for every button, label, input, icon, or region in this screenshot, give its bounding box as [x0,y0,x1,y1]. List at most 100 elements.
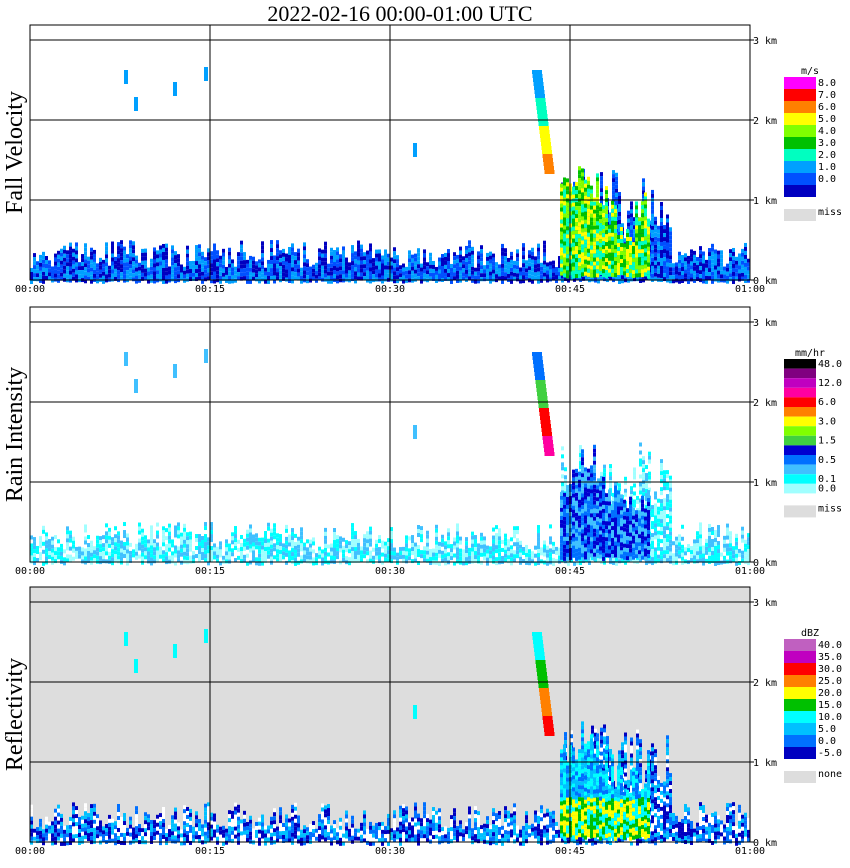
colorbar-swatch [784,675,816,687]
colorbar-label: 4.0 [818,126,836,137]
x-tick-label: 00:15 [195,846,225,857]
colorbar-swatch [784,89,816,101]
colorbar-swatch [784,368,816,379]
grid [30,25,750,280]
colorbar-swatch [784,483,816,494]
colorbar-swatch [784,711,816,723]
colorbar-unit: dBZ [801,628,819,639]
colorbar-label: 30.0 [818,664,842,675]
colorbar-swatch [784,173,816,185]
colorbar-swatch [784,687,816,699]
colorbar-missing [784,771,816,783]
colorbar-label: 7.0 [818,90,836,101]
colorbar-missing-label: miss [818,207,842,218]
colorbar-swatch [784,416,816,427]
y-tick-label: 3 km [753,598,777,609]
x-tick-label: 00:00 [15,566,45,577]
y-tick-label: 1 km [753,758,777,769]
colorbar-swatch [784,407,816,417]
grid [30,587,750,842]
x-tick-label: 00:15 [195,566,225,577]
colorbar-label: 2.0 [818,150,836,161]
x-tick-label: 00:30 [375,566,405,577]
colorbar-label: 3.0 [818,416,836,427]
x-tick-label: 01:00 [735,284,765,295]
colorbar-swatch [784,387,816,398]
y-tick-label: 0 km [753,558,777,569]
colorbar-swatch [784,747,816,759]
colorbar-label: 48.0 [818,359,842,370]
x-tick-label: 00:00 [15,846,45,857]
colorbar-unit: m/s [801,66,819,77]
colorbar-swatch [784,397,816,407]
colorbar-swatch [784,445,816,455]
colorbar-label: 0.1 [818,474,836,485]
y-tick-label: 3 km [753,36,777,47]
colorbar-label: 20.0 [818,688,842,699]
x-tick-label: 00:00 [15,284,45,295]
plot-frame [29,306,751,563]
y-tick-label: 2 km [753,116,777,127]
x-tick-label: 00:45 [555,846,585,857]
x-tick-label: 00:30 [375,284,405,295]
colorbar-label: 0.0 [818,174,836,185]
panel-1: 00:00 00:15 00:30 00:45 01:000 km 1 km 2 km 3 k… [2,24,842,295]
x-tick-label: 00:45 [555,566,585,577]
colorbar-unit: mm/hr [795,348,825,359]
x-tick-label: 01:00 [735,846,765,857]
colorbar-label: 5.0 [818,114,836,125]
colorbar-swatch [784,651,816,663]
colorbar-swatch [784,185,816,197]
colorbar-swatch [784,699,816,711]
axis-label-y: Reflectivity [2,658,28,771]
axis-label-y: Fall Velocity [2,91,28,214]
colorbar-swatch [784,101,816,113]
colorbar-label: 40.0 [818,640,842,651]
colorbar-label: 10.0 [818,712,842,723]
colorbar-label: 25.0 [818,676,842,687]
y-tick-label: 2 km [753,398,777,409]
colorbar-swatch [784,464,816,475]
colorbar-swatch [784,735,816,747]
colorbar-label: 6.0 [818,397,836,408]
colorbar-swatch [784,723,816,735]
colorbar-label: 0.0 [818,484,836,495]
heatmap-cells [30,67,750,284]
colorbar-missing [784,209,816,221]
colorbar-label: 6.0 [818,102,836,113]
colorbar-missing [784,505,816,518]
colorbar-label: 35.0 [818,652,842,663]
colorbar-swatch [784,455,816,465]
colorbar-swatch [784,77,816,89]
colorbar-label: 1.5 [818,436,836,447]
colorbar-label: 15.0 [818,700,842,711]
y-tick-label: 3 km [753,318,777,329]
y-tick-label: 1 km [753,196,777,207]
colorbar-label: -5.0 [818,748,842,759]
colorbar-swatch [784,161,816,173]
y-tick-label: 2 km [753,678,777,689]
colorbar-swatch [784,426,816,436]
y-tick-label: 1 km [753,478,777,489]
colorbar-swatch [784,378,816,388]
colorbar-label: 8.0 [818,78,836,89]
colorbar-label: 1.0 [818,162,836,173]
y-tick-label: 0 km [753,838,777,849]
axis-label-y: Rain Intensity [2,367,28,502]
page-title: 2022-02-16 00:00-01:00 UTC [267,1,533,26]
colorbar-missing-label: none [818,769,842,780]
colorbar-label: 0.5 [818,455,836,466]
heatmap-cells [30,349,750,566]
grid [30,307,750,562]
colorbar-swatch [784,474,816,484]
colorbar-label: 3.0 [818,138,836,149]
panel-3: 00:00 00:15 00:30 00:45 01:000 km 1 km 2 km 3 k… [2,586,842,857]
colorbar-swatch [784,663,816,675]
y-tick-label: 0 km [753,276,777,287]
panel-2: 00:00 00:15 00:30 00:45 01:000 km 1 km 2 km 3 k… [2,306,842,577]
x-tick-label: 00:15 [195,284,225,295]
colorbar-swatch [784,113,816,125]
x-tick-label: 01:00 [735,566,765,577]
x-tick-label: 00:30 [375,846,405,857]
